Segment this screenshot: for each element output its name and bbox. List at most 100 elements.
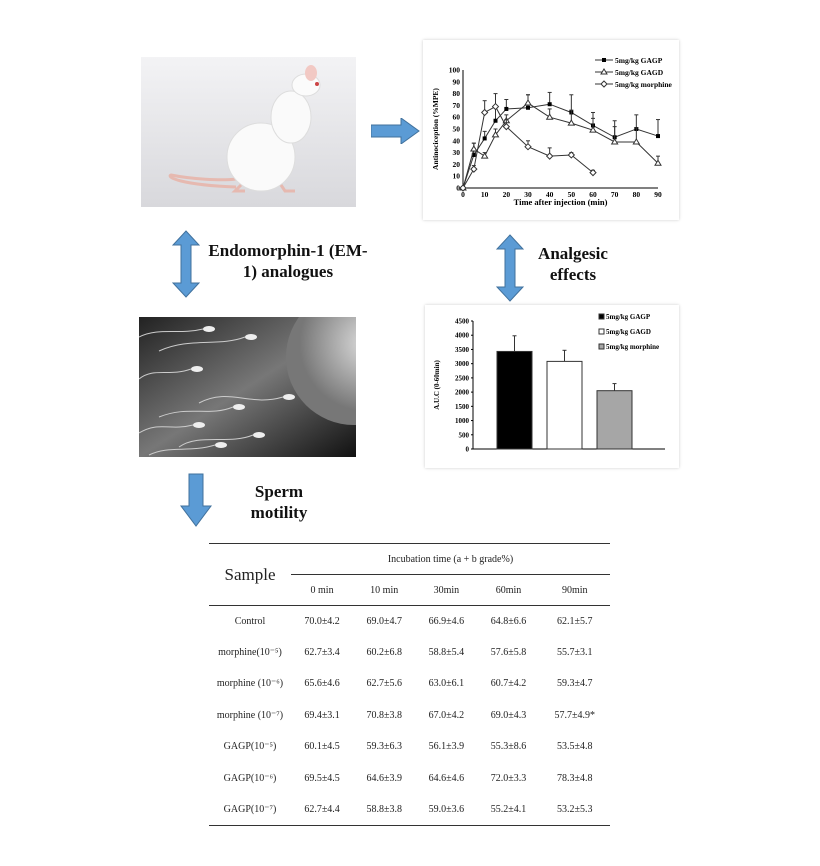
value-cell: 62.1±5.7	[557, 615, 593, 627]
value-cell: 60.7±4.2	[490, 678, 527, 690]
y-tick-label: 40	[453, 136, 461, 145]
data-point	[567, 151, 576, 159]
data-point	[482, 136, 487, 141]
value-cell: 69.0±4.3	[490, 709, 527, 721]
value-cell: 58.8±5.4	[428, 647, 465, 659]
data-point	[547, 102, 552, 107]
legend-swatch	[598, 343, 605, 350]
x-tick-label: 30	[524, 190, 532, 199]
table-row: morphine(10⁻⁵) 62.7±3.4 60.2±6.8 58.8±5.4 57…	[209, 637, 610, 668]
value-cell: 69.0±4.7	[366, 615, 402, 627]
legend-marker	[600, 68, 608, 75]
double-arrow-icon	[496, 234, 524, 302]
sperm-motility-label: Sperm motility	[250, 482, 308, 522]
column-header: 90min	[562, 584, 588, 596]
bar	[546, 360, 583, 450]
y-tick-label: 500	[459, 431, 470, 439]
value-cell: 62.7±5.6	[366, 678, 402, 690]
data-point	[610, 138, 619, 145]
incubation-header: Incubation time (a + b grade%)	[291, 543, 610, 575]
em1-label: Endomorphin-1 (EM-1) analogues	[208, 241, 368, 281]
down-arrow-icon	[180, 473, 212, 527]
sample-cell: morphine (10⁻⁷)	[216, 709, 284, 721]
y-tick-label: 20	[453, 160, 461, 169]
sperm-micrograph	[139, 317, 356, 457]
data-point	[491, 130, 500, 138]
legend-swatch	[598, 328, 605, 335]
data-point	[589, 126, 597, 133]
y-tick-label: 4500	[455, 318, 470, 326]
data-point	[469, 145, 478, 152]
sample-header: Sample	[224, 564, 276, 584]
data-point	[459, 184, 467, 192]
y-tick-label: 2000	[455, 389, 470, 397]
value-cell: 69.4±3.1	[304, 709, 340, 721]
column-header: 10 min	[370, 584, 399, 596]
x-tick-label: 70	[611, 190, 619, 199]
column-header: 30min	[433, 584, 460, 596]
data-point	[524, 99, 532, 106]
y-tick-label: 80	[453, 89, 461, 98]
legend-label: 5mg/kg GAGP	[606, 313, 651, 321]
motility-table: Sample Incubation time (a + b grade%) 0 …	[209, 543, 610, 826]
value-cell: 70.0±4.2	[304, 615, 340, 627]
value-cell: 64.6±4.6	[428, 772, 465, 784]
legend-label: 5mg/kg GAGD	[606, 328, 651, 336]
data-point	[567, 119, 576, 126]
table-row: GAGP(10⁻⁵) 60.1±4.5 59.3±6.3 56.1±3.9 55.3±8…	[209, 731, 610, 762]
value-cell: 60.2±6.8	[366, 647, 402, 659]
bar-chart-panel: 0 500 1000 1500 2000 2500 3000 3500 4000 4500 A.U.…	[425, 305, 679, 468]
auc-bar-chart: 0 500 1000 1500 2000 2500 3000 3500 4000 4500 A.U.…	[433, 313, 665, 454]
y-tick-label: 1500	[455, 403, 470, 411]
legend-label: 5mg/kg GAGD	[615, 68, 664, 77]
value-cell: 62.7±3.4	[304, 647, 340, 659]
column-header: 60min	[495, 584, 522, 596]
table-row: Control 70.0±4.2 69.0±4.7 66.9±4.6 64.8±6.6 6…	[209, 606, 610, 637]
value-cell: 72.0±3.3	[490, 772, 527, 784]
column-header: 0 min	[310, 584, 334, 596]
y-tick-label: 90	[453, 77, 461, 86]
y-tick-label: 30	[453, 148, 461, 157]
y-tick-label: 0	[466, 446, 470, 454]
x-axis-label: Time after injection (min)	[514, 197, 608, 207]
x-tick-label: 90	[654, 190, 662, 199]
y-tick-label: 0	[456, 184, 460, 193]
data-point	[526, 105, 530, 110]
value-cell: 78.3±4.8	[557, 772, 593, 784]
rat-photo	[141, 57, 356, 207]
data-point	[524, 142, 532, 151]
data-point	[493, 118, 498, 123]
bar	[596, 390, 633, 450]
right-arrow-icon	[371, 118, 420, 144]
sample-cell: morphine (10⁻⁶)	[216, 678, 284, 690]
double-arrow-icon	[172, 230, 200, 298]
series-line	[462, 102, 659, 189]
y-axis-label: Antinociception (%MPE)	[431, 88, 440, 170]
sample-cell: GAGP(10⁻⁵)	[223, 741, 277, 753]
legend-swatch	[598, 313, 605, 320]
value-cell: 55.7±3.1	[557, 647, 593, 659]
sample-cell: GAGP(10⁻⁷)	[223, 803, 277, 815]
data-point	[502, 122, 511, 131]
y-tick-label: 2500	[455, 374, 470, 382]
x-tick-label: 10	[481, 190, 489, 199]
value-cell: 67.0±4.2	[428, 709, 465, 721]
data-point	[654, 159, 662, 166]
value-cell: 56.1±3.9	[428, 741, 465, 753]
line-chart-panel: 0 10 20 30 40 50 60 70 80 90 100 0 10 20 30 40 50 60 70 80 9…	[423, 40, 679, 220]
y-tick-label: 100	[449, 66, 461, 75]
value-cell: 53.5±4.8	[557, 741, 593, 753]
sample-cell: Control	[234, 615, 266, 627]
data-table: Sample Incubation time (a + b grade%) 0 …	[209, 543, 610, 826]
value-cell: 64.8±6.6	[490, 615, 527, 627]
x-tick-label: 20	[503, 190, 511, 199]
value-cell: 70.8±3.8	[366, 709, 402, 721]
legend-label: 5mg/kg morphine	[606, 343, 659, 351]
y-tick-label: 3000	[455, 360, 470, 368]
data-point	[545, 113, 554, 120]
value-cell: 69.5±4.5	[304, 772, 340, 784]
value-cell: 60.1±4.5	[304, 741, 340, 753]
series-line	[462, 103, 659, 189]
